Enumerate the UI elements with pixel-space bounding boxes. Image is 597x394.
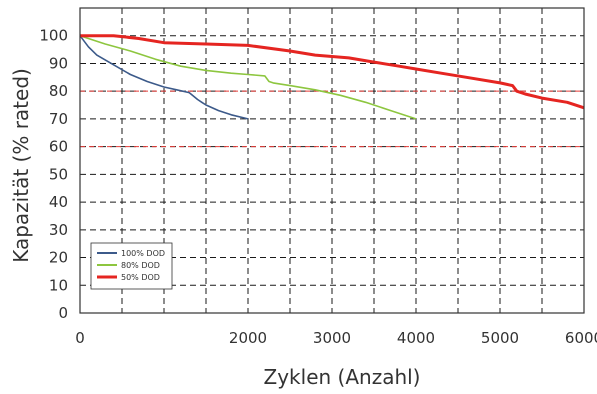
legend-label: 80% DOD bbox=[121, 261, 160, 270]
series-lines bbox=[79, 34, 585, 120]
y-tick-label: 100 bbox=[39, 27, 68, 45]
y-tick-label: 20 bbox=[49, 249, 68, 267]
y-tick-label: 0 bbox=[58, 304, 68, 322]
legend: 100% DOD 80% DOD 50% DOD bbox=[90, 242, 173, 290]
reference-lines bbox=[80, 90, 584, 148]
y-tick-label: 60 bbox=[49, 138, 68, 156]
legend-label: 100% DOD bbox=[121, 249, 165, 258]
x-tick-label: 4000 bbox=[397, 329, 435, 347]
y-tick-label: 90 bbox=[49, 54, 68, 72]
plot-frame bbox=[79, 7, 585, 314]
y-tick-label: 70 bbox=[49, 110, 68, 128]
y-tick-label: 50 bbox=[49, 165, 68, 183]
y-tick-label: 80 bbox=[49, 82, 68, 100]
x-tick-label: 3000 bbox=[313, 329, 351, 347]
series-line-3 bbox=[80, 34, 585, 110]
y-axis-title: Kapazität (% rated) bbox=[9, 68, 33, 263]
x-axis-title: Zyklen (Anzahl) bbox=[264, 365, 421, 389]
y-tick-label: 30 bbox=[49, 221, 68, 239]
x-tick-label: 6000 bbox=[565, 329, 597, 347]
y-tick-label: 40 bbox=[49, 193, 68, 211]
y-axis-ticks: 0 10 20 30 40 50 60 70 80 90 100 bbox=[39, 27, 68, 322]
legend-label: 50% DOD bbox=[121, 273, 160, 282]
x-tick-label: 2000 bbox=[229, 329, 267, 347]
y-tick-label: 10 bbox=[49, 276, 68, 294]
x-tick-label: 0 bbox=[75, 329, 85, 347]
x-tick-label: 5000 bbox=[481, 329, 519, 347]
x-axis-ticks: 0 2000 3000 4000 5000 6000 bbox=[75, 329, 597, 347]
series-line-1 bbox=[79, 35, 249, 120]
series-line-2 bbox=[79, 34, 417, 120]
